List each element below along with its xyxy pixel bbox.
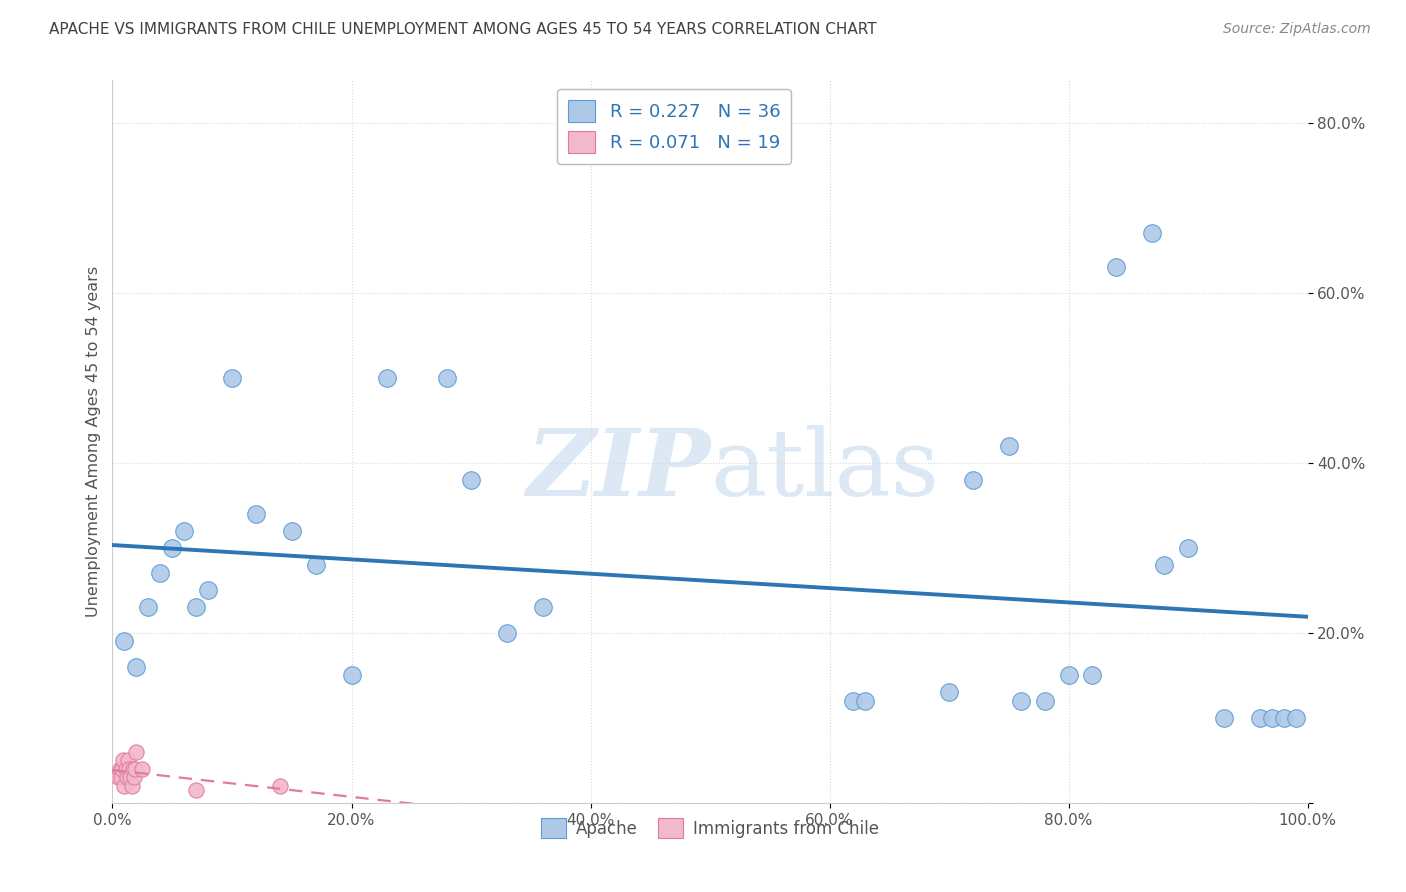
Point xyxy=(117,753,139,767)
Y-axis label: Unemployment Among Ages 45 to 54 years: Unemployment Among Ages 45 to 54 years xyxy=(86,266,101,617)
Point xyxy=(131,762,153,776)
Text: Source: ZipAtlas.com: Source: ZipAtlas.com xyxy=(1223,22,1371,37)
Point xyxy=(121,762,143,776)
Point xyxy=(138,600,160,615)
Point xyxy=(221,371,243,385)
Point xyxy=(186,783,208,797)
Point xyxy=(281,524,304,538)
Point xyxy=(340,668,363,682)
Point xyxy=(125,745,148,759)
Point xyxy=(1105,260,1128,275)
Text: atlas: atlas xyxy=(710,425,939,516)
Point xyxy=(112,753,135,767)
Point xyxy=(1057,668,1080,682)
Point xyxy=(1142,227,1164,241)
Text: ZIP: ZIP xyxy=(526,425,710,516)
Point xyxy=(115,770,138,784)
Point xyxy=(1153,558,1175,572)
Point xyxy=(245,507,267,521)
Point xyxy=(855,694,877,708)
Point xyxy=(108,762,131,776)
Point xyxy=(531,600,554,615)
Point xyxy=(1081,668,1104,682)
Point xyxy=(496,625,519,640)
Point xyxy=(1261,711,1284,725)
Legend: Apache, Immigrants from Chile: Apache, Immigrants from Chile xyxy=(534,812,886,845)
Point xyxy=(111,762,134,776)
Point xyxy=(460,473,482,487)
Point xyxy=(1033,694,1056,708)
Point xyxy=(186,600,208,615)
Point xyxy=(110,770,132,784)
Point xyxy=(114,779,135,793)
Point xyxy=(124,762,146,776)
Point xyxy=(1010,694,1032,708)
Point xyxy=(114,634,135,648)
Point xyxy=(120,770,142,784)
Point xyxy=(305,558,328,572)
Point xyxy=(1213,711,1236,725)
Point xyxy=(125,660,148,674)
Point xyxy=(173,524,195,538)
Point xyxy=(1249,711,1271,725)
Point xyxy=(121,779,143,793)
Point xyxy=(377,371,399,385)
Point xyxy=(197,583,219,598)
Point xyxy=(842,694,865,708)
Point xyxy=(162,541,183,555)
Point xyxy=(1272,711,1295,725)
Point xyxy=(436,371,458,385)
Text: APACHE VS IMMIGRANTS FROM CHILE UNEMPLOYMENT AMONG AGES 45 TO 54 YEARS CORRELATI: APACHE VS IMMIGRANTS FROM CHILE UNEMPLOY… xyxy=(49,22,877,37)
Point xyxy=(122,770,145,784)
Point xyxy=(998,439,1021,453)
Point xyxy=(107,770,129,784)
Point xyxy=(938,685,960,699)
Point xyxy=(1285,711,1308,725)
Point xyxy=(118,762,141,776)
Point xyxy=(269,779,291,793)
Point xyxy=(1177,541,1199,555)
Point xyxy=(962,473,984,487)
Point xyxy=(114,762,136,776)
Point xyxy=(149,566,172,581)
